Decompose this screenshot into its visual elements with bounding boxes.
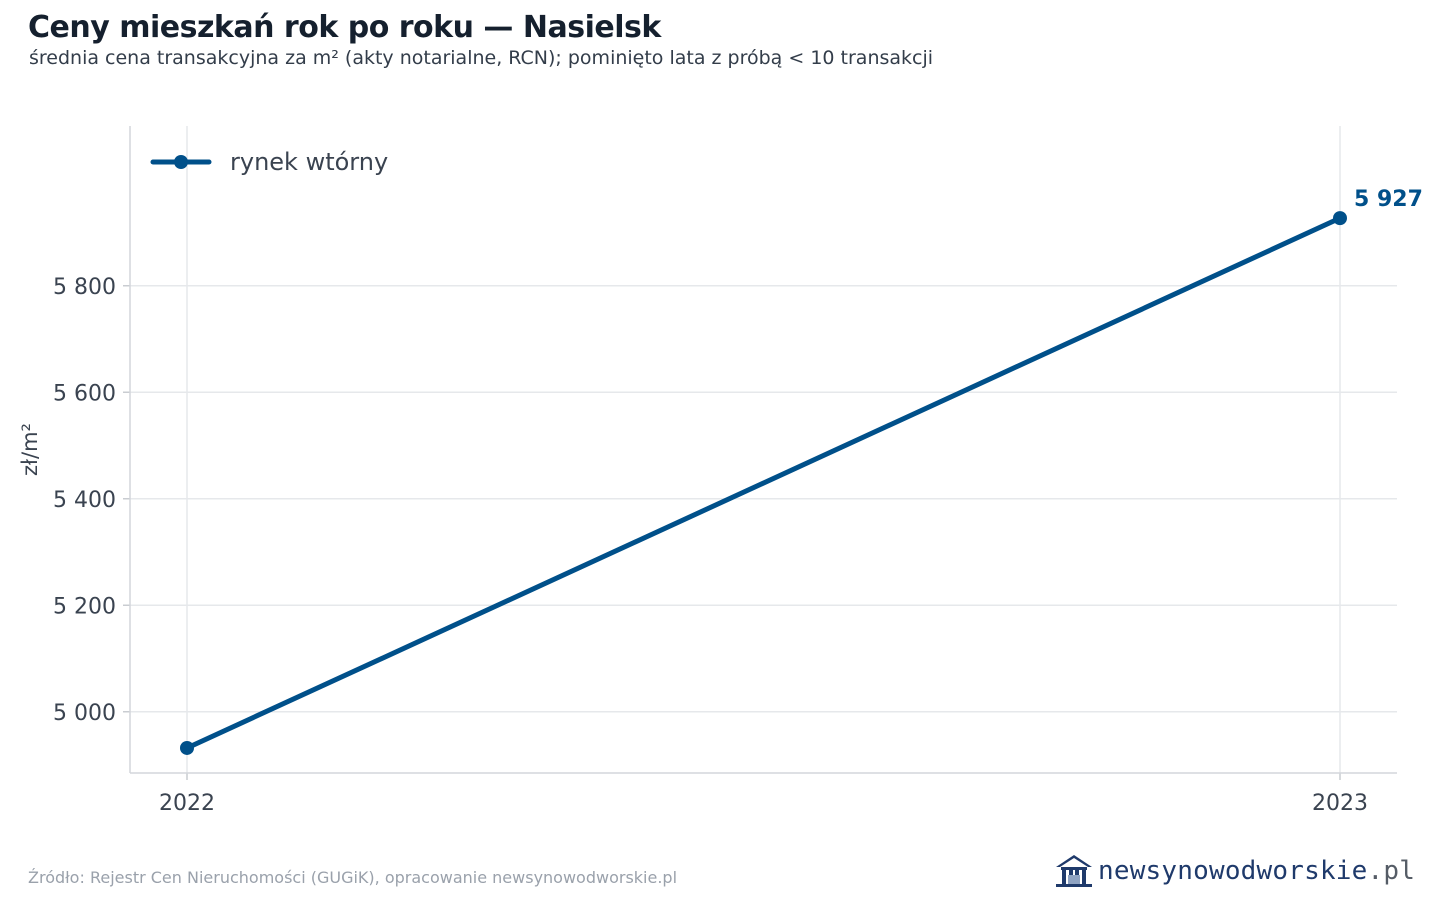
legend-label: rynek wtórny	[230, 148, 388, 176]
series-line	[184, 215, 1343, 751]
end-value-label: 5 927	[1354, 187, 1423, 212]
series: 5 927	[180, 187, 1423, 755]
x-tick-label: 2022	[159, 791, 215, 816]
legend-marker	[174, 155, 188, 169]
chart-title: Ceny mieszkań rok po roku — Nasielsk	[28, 10, 661, 45]
x-tick-label: 2023	[1312, 791, 1368, 816]
y-tick-label: 5 400	[53, 488, 116, 513]
chart-subtitle: średnia cena transakcyjna za m² (akty no…	[29, 47, 934, 69]
axes: 5 000 5 200 5 400 5 600 5 800 2022 2023 zł/m²	[18, 126, 1397, 816]
house-icon	[1056, 855, 1092, 887]
data-point	[1333, 211, 1347, 226]
source-note: Źródło: Rejestr Cen Nieruchomości (GUGiK…	[28, 868, 678, 887]
brand-tld: .pl	[1367, 856, 1416, 886]
data-point	[180, 740, 194, 755]
y-tick-label: 5 200	[53, 594, 116, 619]
y-axis-label: zł/m²	[18, 423, 42, 476]
legend: rynek wtórny	[150, 148, 388, 176]
grid	[130, 126, 1397, 773]
y-tick-label: 5 000	[53, 701, 116, 726]
brand-name: newsynowodworskie	[1098, 856, 1368, 886]
y-tick-label: 5 800	[53, 275, 116, 300]
y-tick-label: 5 600	[53, 381, 116, 406]
brand-text: newsynowodworskie.pl	[1098, 856, 1415, 886]
brand-logo: newsynowodworskie.pl	[1054, 852, 1415, 890]
